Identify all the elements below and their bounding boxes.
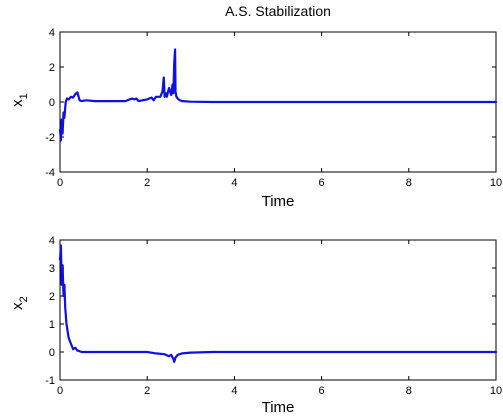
y-axis-title-subscript: 2 — [18, 296, 30, 302]
y-tick-label: -2 — [45, 132, 55, 144]
x-tick-label: 2 — [144, 177, 150, 189]
series-line-2 — [58, 244, 498, 363]
subplot-x1: A.S. Stabilization Time x1 0 2 4 6 8 10 -4 -2 0 2… — [9, 3, 502, 210]
y-axis-title: x1 — [9, 93, 30, 107]
y-tick-label: 4 — [49, 235, 55, 247]
x-tick-label: 6 — [319, 385, 325, 397]
series-line-1 — [58, 48, 498, 142]
y-tick-label: 0 — [49, 347, 55, 359]
x-tick-label: 10 — [490, 177, 502, 189]
x-axis-title: Time — [262, 399, 295, 416]
x-tick-label: 10 — [490, 385, 502, 397]
y-axis-title-subscript: 1 — [18, 93, 30, 99]
x-tick-label: 8 — [406, 385, 412, 397]
y-axis-title: x2 — [9, 296, 30, 310]
x-axis-title: Time — [262, 193, 295, 210]
plot-title: A.S. Stabilization — [225, 3, 331, 19]
x-tick-label: 0 — [57, 385, 63, 397]
x-tick-label: 6 — [319, 177, 325, 189]
y-tick-label: 1 — [49, 319, 55, 331]
y-tick-label: 2 — [49, 291, 55, 303]
x-tick-label: 4 — [231, 385, 237, 397]
y-tick-label: 4 — [49, 27, 55, 39]
y-tick-label: -1 — [45, 375, 55, 387]
y-tick-label: 0 — [49, 97, 55, 109]
svg-text:x2: x2 — [9, 296, 30, 310]
y-tick-label: 2 — [49, 62, 55, 74]
y-axis-title-main: x — [9, 302, 26, 310]
y-axis-title-main: x — [9, 99, 26, 107]
plot-frame — [59, 239, 497, 381]
x-tick-label: 8 — [406, 177, 412, 189]
x-tick-label: 0 — [57, 177, 63, 189]
y-tick-label: 3 — [49, 263, 55, 275]
x-tick-label: 2 — [144, 385, 150, 397]
y-tick-label: -4 — [45, 167, 55, 179]
x-tick-label: 4 — [231, 177, 237, 189]
svg-text:x1: x1 — [9, 93, 30, 107]
